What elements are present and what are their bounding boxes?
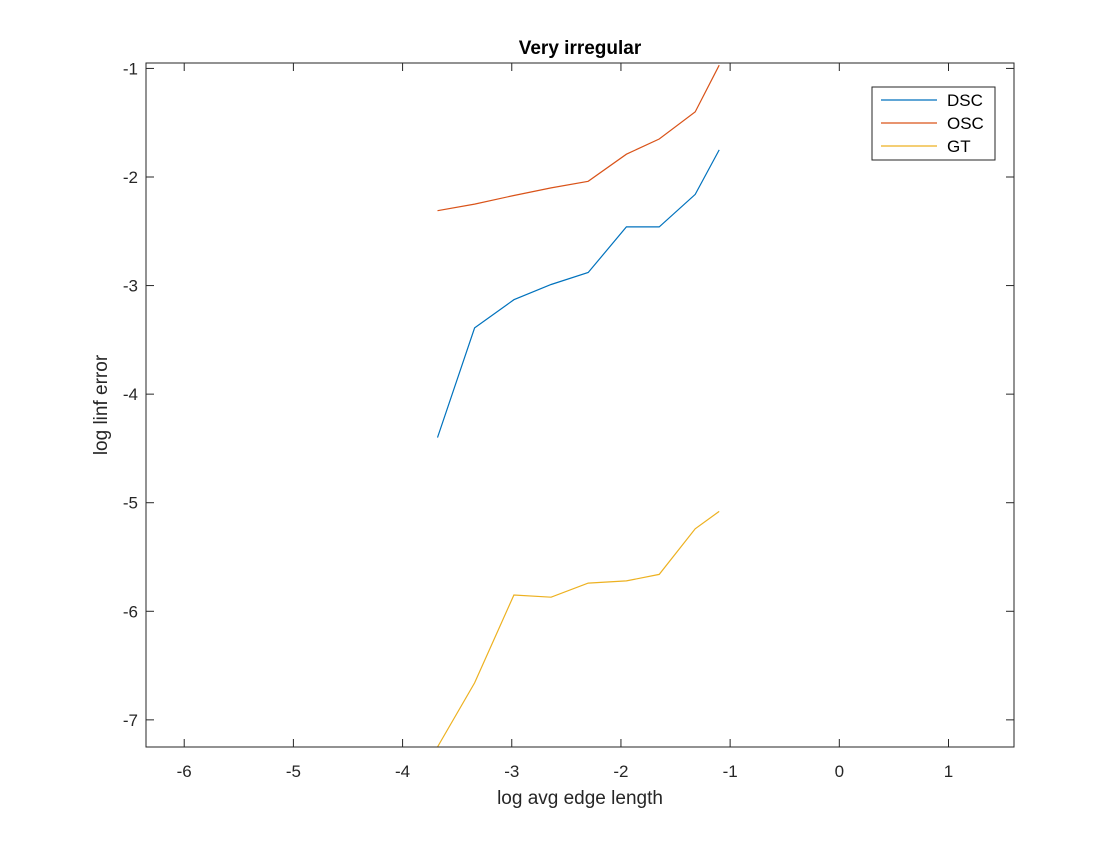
x-tick-label: 1: [944, 762, 953, 781]
legend-label-osc: OSC: [947, 114, 984, 133]
x-tick-label: -5: [286, 762, 301, 781]
legend-label-dsc: DSC: [947, 91, 983, 110]
legend-label-gt: GT: [947, 137, 971, 156]
x-tick-label: -4: [395, 762, 410, 781]
chart-title: Very irregular: [519, 38, 642, 59]
x-tick-label: -3: [504, 762, 519, 781]
series-line-gt: [436, 510, 720, 748]
legend: DSC OSC GT: [871, 86, 996, 161]
series-line-osc: [437, 64, 720, 212]
x-tick-label: 0: [835, 762, 844, 781]
y-tick-label: -7: [123, 711, 138, 730]
plot-area: [146, 63, 1014, 747]
x-tick-label: -1: [723, 762, 738, 781]
axes-layer: -6 -5 -4 -3 -2 -1 0 1 -7 -6 -5 -4 -3 -2 -1: [123, 59, 1015, 781]
series-layer: [436, 64, 720, 748]
x-axis-label: log avg edge length: [497, 788, 663, 809]
x-tick-label: -2: [613, 762, 628, 781]
y-tick-label: -5: [123, 494, 138, 513]
x-tick-label: -6: [177, 762, 192, 781]
axes-box: [145, 62, 1015, 748]
y-tick-label: -4: [123, 385, 138, 404]
y-axis-label: log linf error: [91, 354, 112, 455]
y-tick-label: -6: [123, 602, 138, 621]
y-tick-label: -2: [123, 168, 138, 187]
series-line-dsc: [436, 149, 720, 438]
y-tick-label: -1: [123, 59, 138, 78]
y-tick-label: -3: [123, 277, 138, 296]
